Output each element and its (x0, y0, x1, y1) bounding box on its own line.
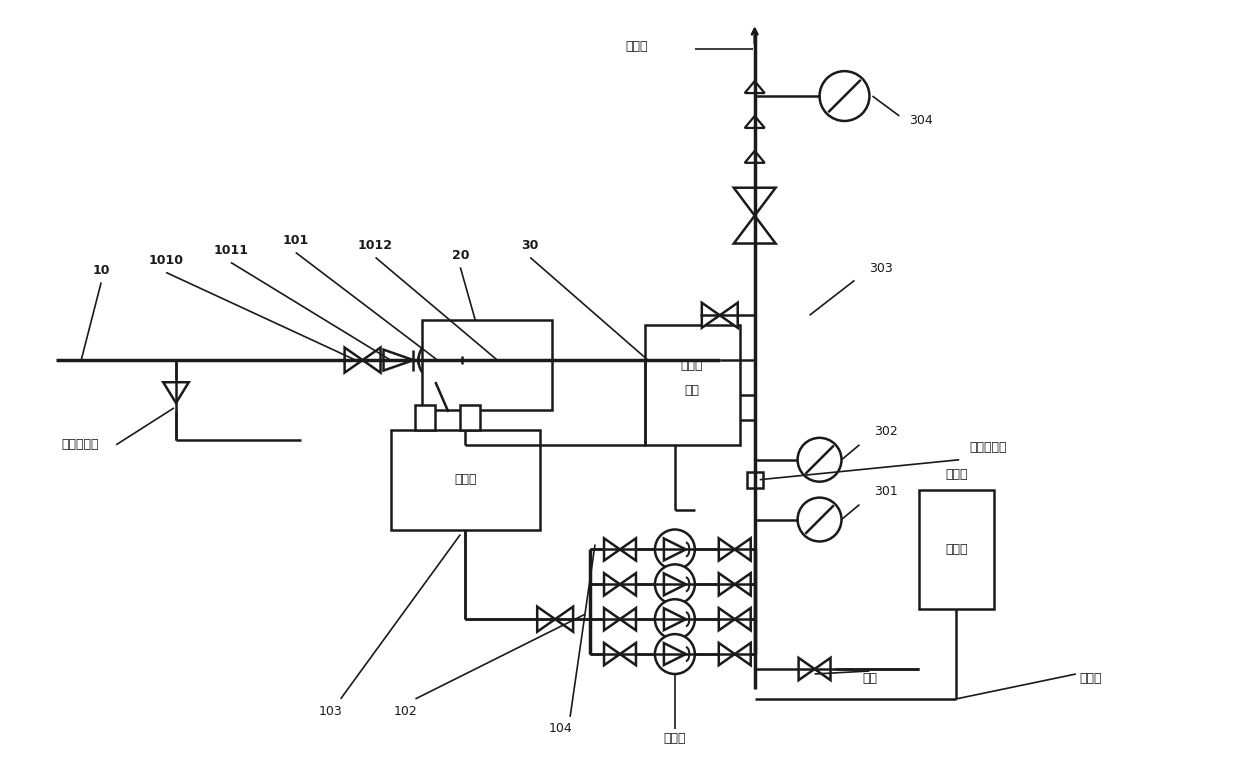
Text: 用户端: 用户端 (625, 40, 647, 53)
Polygon shape (556, 607, 573, 632)
Bar (460, 405, 480, 430)
Polygon shape (815, 658, 831, 680)
Polygon shape (620, 538, 636, 561)
Text: 稳流罐: 稳流罐 (454, 473, 476, 487)
Text: 104: 104 (548, 722, 572, 735)
Circle shape (655, 565, 694, 604)
Text: 103: 103 (319, 705, 342, 719)
Text: 制柜: 制柜 (684, 383, 699, 397)
Text: 消毒器接口: 消毒器接口 (970, 441, 1007, 455)
Polygon shape (663, 573, 686, 595)
Text: 消洗排污阀: 消洗排污阀 (61, 438, 99, 451)
Polygon shape (799, 658, 815, 680)
Polygon shape (719, 573, 735, 595)
Text: 10: 10 (93, 264, 110, 277)
Circle shape (655, 599, 694, 639)
Text: 303: 303 (869, 262, 893, 275)
Polygon shape (500, 346, 521, 374)
Text: 减压阀: 减压阀 (1079, 672, 1101, 686)
Bar (391, 430, 541, 530)
Text: 1010: 1010 (149, 254, 184, 267)
Polygon shape (620, 643, 636, 665)
Polygon shape (734, 216, 776, 244)
Polygon shape (604, 608, 620, 630)
Polygon shape (745, 151, 765, 162)
Polygon shape (362, 348, 381, 373)
Text: 1011: 1011 (213, 244, 248, 257)
Circle shape (655, 634, 694, 674)
Polygon shape (735, 573, 750, 595)
Polygon shape (663, 608, 686, 630)
Polygon shape (604, 538, 620, 561)
Polygon shape (719, 303, 738, 328)
Text: 102: 102 (393, 705, 418, 719)
Circle shape (797, 497, 842, 541)
Text: 泵机组: 泵机组 (663, 733, 686, 745)
Polygon shape (604, 573, 620, 595)
Circle shape (797, 438, 842, 482)
Text: 蝶阀: 蝶阀 (862, 672, 877, 686)
Text: 气压罐: 气压罐 (945, 468, 967, 481)
Polygon shape (735, 538, 750, 561)
Bar (919, 490, 994, 609)
Polygon shape (383, 350, 413, 370)
Polygon shape (702, 303, 719, 328)
Text: 30: 30 (522, 239, 539, 252)
Polygon shape (745, 81, 765, 93)
Circle shape (655, 530, 694, 569)
Text: 智能控: 智能控 (681, 358, 703, 372)
Circle shape (820, 71, 869, 121)
Bar (423, 320, 552, 410)
Circle shape (433, 352, 449, 368)
Bar (746, 472, 763, 487)
Polygon shape (719, 538, 735, 561)
Circle shape (418, 338, 463, 382)
Polygon shape (620, 573, 636, 595)
Polygon shape (735, 643, 750, 665)
Polygon shape (620, 608, 636, 630)
Polygon shape (719, 643, 735, 665)
Polygon shape (345, 348, 362, 373)
Polygon shape (164, 382, 188, 403)
Text: 1012: 1012 (358, 239, 393, 252)
Polygon shape (663, 643, 686, 665)
Text: 301: 301 (874, 485, 898, 498)
Text: 302: 302 (874, 426, 898, 438)
Text: 气压罐: 气压罐 (945, 543, 967, 556)
Polygon shape (735, 608, 750, 630)
Polygon shape (604, 643, 620, 665)
Polygon shape (734, 187, 776, 216)
Text: 20: 20 (451, 249, 469, 262)
Polygon shape (745, 116, 765, 128)
Polygon shape (537, 607, 556, 632)
Polygon shape (663, 538, 686, 561)
Polygon shape (480, 346, 500, 374)
Bar (645, 325, 740, 445)
Bar (415, 405, 435, 430)
Text: 304: 304 (909, 115, 934, 127)
Text: 101: 101 (283, 234, 309, 247)
Polygon shape (719, 608, 735, 630)
